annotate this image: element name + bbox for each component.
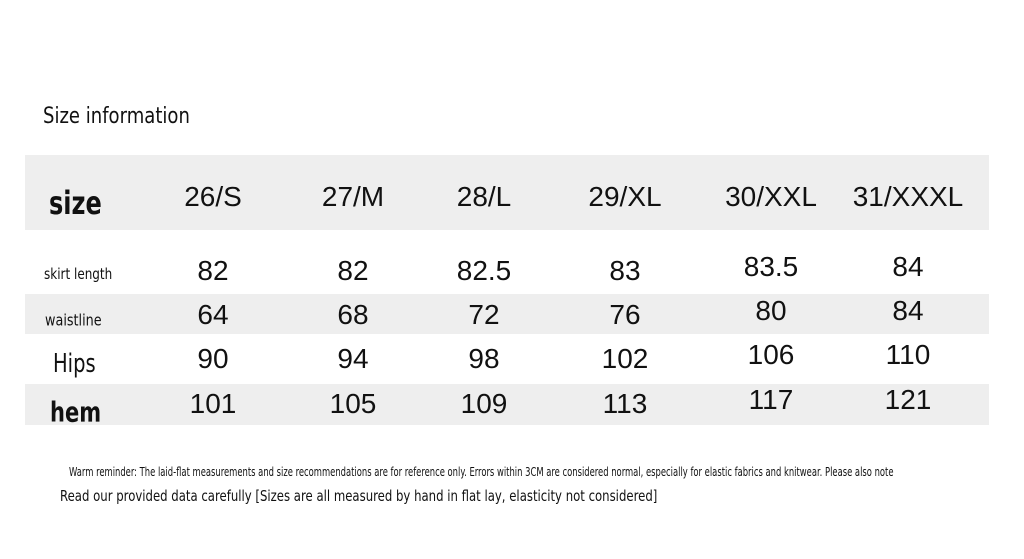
- row-header: Hips: [53, 349, 96, 379]
- row-band: [25, 384, 989, 425]
- column-header: 27/M: [321, 181, 385, 212]
- cell-value: 76: [609, 299, 641, 330]
- header-band: [25, 155, 989, 230]
- column-header: 30/XXL: [725, 181, 817, 212]
- cell-value: 83.5: [743, 251, 799, 282]
- note: Warm reminder: The laid-flat measurement…: [69, 465, 894, 479]
- cell-value: 90: [197, 343, 229, 374]
- cell-value: 82: [197, 255, 229, 286]
- row-header: hem: [50, 395, 102, 429]
- cell-value: 64: [197, 299, 229, 330]
- column-header: 31/XXXL: [852, 181, 964, 212]
- cell-value: 121: [884, 384, 932, 415]
- row-header: skirt length: [44, 265, 113, 283]
- cell-value: 105: [329, 388, 377, 419]
- column-header: 28/L: [456, 181, 512, 212]
- row-band: [25, 294, 989, 334]
- cell-value: 84: [892, 251, 924, 282]
- cell-value: 113: [602, 388, 648, 419]
- cell-value: 117: [748, 384, 794, 415]
- cell-value: 82: [337, 255, 369, 286]
- cell-value: 98: [468, 343, 500, 374]
- note: Read our provided data carefully [Sizes …: [60, 487, 658, 505]
- cell-value: 83: [609, 255, 641, 286]
- cell-value: 94: [337, 343, 369, 374]
- cell-value: 101: [189, 388, 237, 419]
- cell-value: 80: [755, 295, 787, 326]
- cell-value: 72: [468, 299, 500, 330]
- cell-value: 106: [747, 339, 795, 370]
- row-header: size: [49, 184, 102, 222]
- title: Size information: [43, 104, 190, 129]
- cell-value: 84: [892, 295, 924, 326]
- cell-value: 102: [601, 343, 649, 374]
- column-header: 26/S: [184, 181, 242, 212]
- row-header: waistline: [45, 310, 102, 330]
- column-header: 29/XL: [588, 181, 662, 212]
- cell-value: 110: [885, 339, 931, 370]
- cell-value: 68: [337, 299, 369, 330]
- cell-value: 109: [460, 388, 508, 419]
- cell-value: 82.5: [456, 255, 512, 286]
